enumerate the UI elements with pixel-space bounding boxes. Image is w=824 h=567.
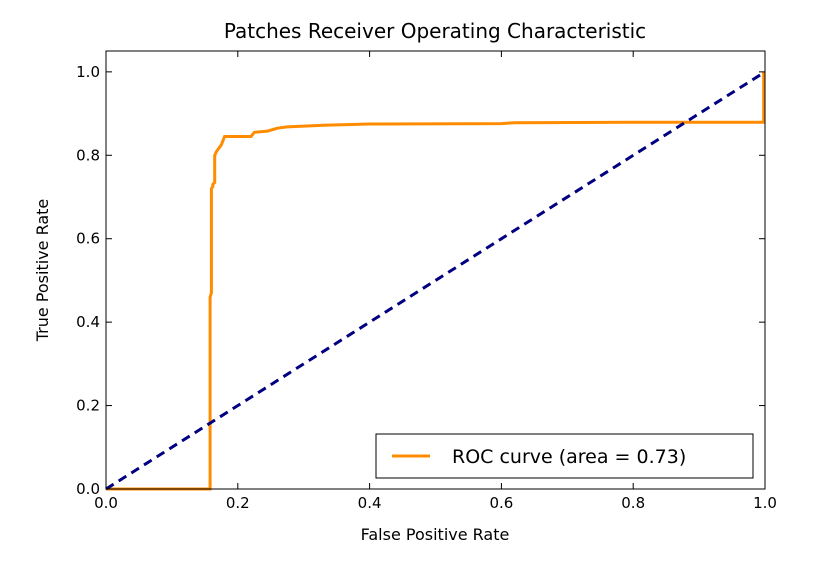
x-tick-label: 0.8 — [621, 494, 645, 512]
y-tick-label: 0.4 — [76, 313, 100, 331]
legend-label-roc-curve: ROC curve (area = 0.73) — [452, 446, 686, 468]
y-tick-label: 0.2 — [76, 397, 100, 415]
x-axis-label: False Positive Rate — [361, 525, 510, 544]
x-tick-label: 0.4 — [358, 494, 382, 512]
legend-box — [375, 433, 754, 479]
roc-curve-line — [106, 71, 766, 491]
legend: ROC curve (area = 0.73) — [375, 433, 754, 479]
plot-frame — [105, 50, 766, 490]
plot-area: 0.0 0.2 0.4 0.6 0.8 1.0 0.0 0.2 0.4 0.6 0.8 1.0 — [76, 50, 777, 512]
x-tick-label: 0.0 — [94, 494, 118, 512]
chance-diagonal-line — [105, 70, 766, 491]
y-tick-label: 0.8 — [76, 146, 100, 164]
x-tick-label: 0.6 — [489, 494, 513, 512]
y-axis-label: True Positive Rate — [33, 199, 52, 343]
y-tick-label: 1.0 — [76, 63, 100, 81]
chart-title: Patches Receiver Operating Characteristi… — [224, 19, 646, 43]
y-tick-label: 0.6 — [76, 230, 100, 248]
y-tick-label: 0.0 — [76, 480, 100, 498]
x-tick-label: 0.2 — [226, 494, 250, 512]
x-tick-label: 1.0 — [753, 494, 777, 512]
